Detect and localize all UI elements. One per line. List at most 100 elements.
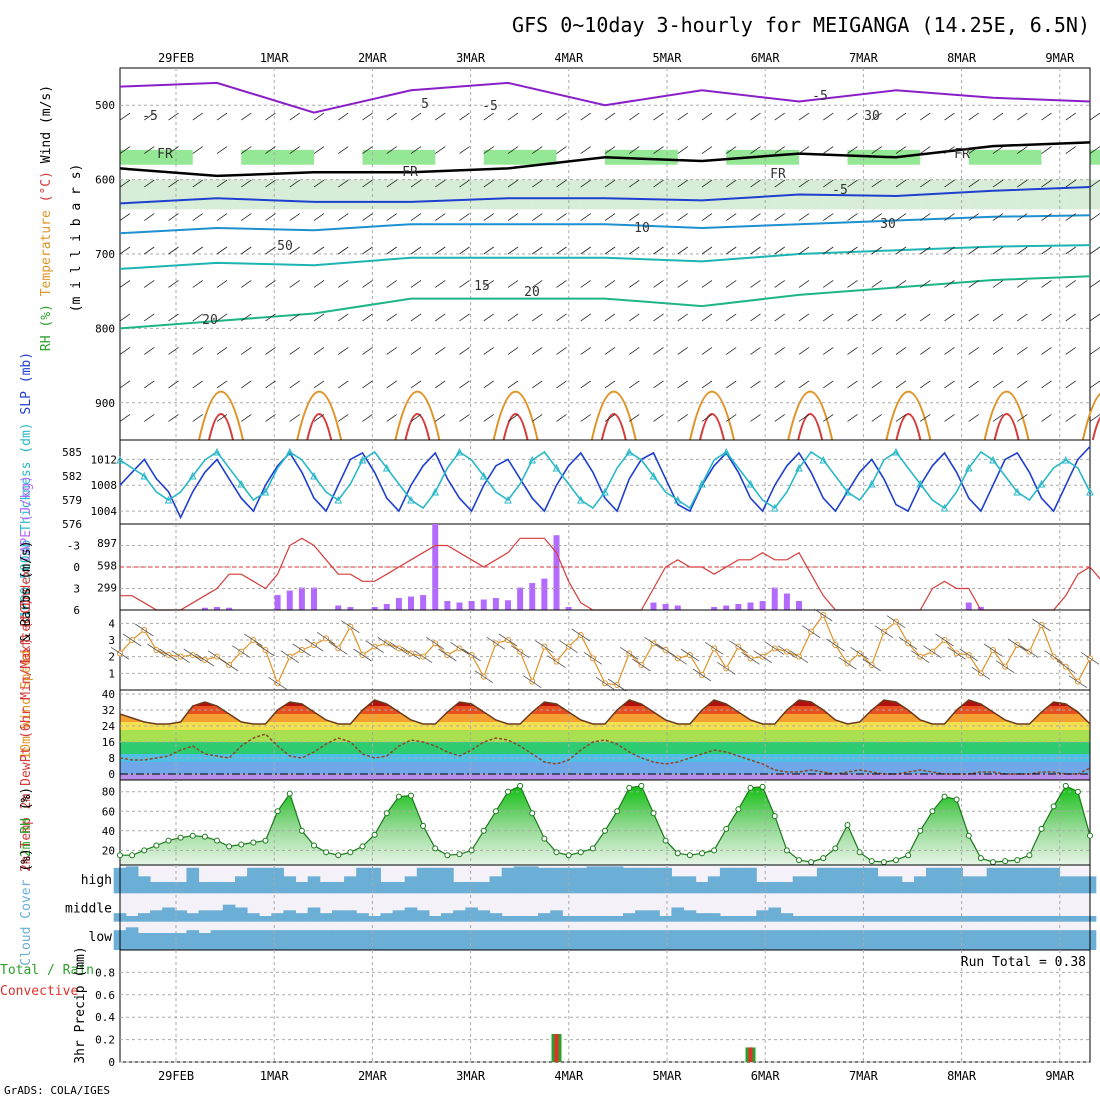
slp-ylabel-part: Thickness (dm) xyxy=(19,415,34,532)
wind-barb xyxy=(1089,179,1100,188)
wind-barb xyxy=(144,179,155,188)
wind-barb-10m xyxy=(486,637,506,650)
temp-ytick: 40 xyxy=(102,688,115,701)
rh-shade-high xyxy=(1017,149,1042,165)
wind-ylabel-text: 10m Wind Speed & Barbs (m/s) xyxy=(19,540,34,759)
cloud-cell-high xyxy=(744,867,757,894)
cloud-cell-low xyxy=(198,933,212,950)
wind-barb xyxy=(580,213,591,221)
cape-bar xyxy=(395,598,402,610)
wind-barb xyxy=(556,380,567,389)
wind-barb xyxy=(386,112,397,121)
wind-barb xyxy=(871,280,882,288)
cloud-cell-middle xyxy=(841,916,854,922)
cloud-cell-low xyxy=(489,930,503,950)
thickness-ytick: 582 xyxy=(62,470,82,483)
wind-barb xyxy=(677,146,688,154)
rh-point xyxy=(335,852,342,859)
wind-barb xyxy=(1089,112,1100,121)
rh-ylabel: 2m RH (%) xyxy=(19,787,34,857)
rh-ytick: 20 xyxy=(102,844,115,857)
cloud-cell-middle xyxy=(707,913,721,922)
wind-barb xyxy=(604,179,616,188)
thickness-marker xyxy=(722,447,731,456)
rh-shade-high xyxy=(362,149,387,165)
rh-point xyxy=(820,855,827,862)
rh-point xyxy=(201,833,208,840)
temp-ytick: 8 xyxy=(108,752,115,765)
wind-barb xyxy=(1065,313,1076,322)
wind-barb xyxy=(410,112,422,121)
contour-label: -5 xyxy=(832,183,848,198)
date-label-top: 1MAR xyxy=(260,51,290,65)
wind-barb-10m xyxy=(789,650,809,663)
cloud-cell-middle xyxy=(259,916,272,922)
cloud-cell-middle xyxy=(913,916,927,922)
rh-point xyxy=(856,849,863,856)
wind-barb xyxy=(507,246,519,255)
upper-air-units-ylabel-text: (m i l l i b a r s) xyxy=(69,164,84,313)
cloud-cell-low xyxy=(1035,930,1048,950)
wind-barb xyxy=(701,313,713,322)
rh-point xyxy=(638,782,645,789)
wind-barb xyxy=(119,347,131,355)
cloud-level-label: low xyxy=(89,930,113,945)
wind-ylabel-part: Speed xyxy=(19,642,34,689)
wind-barb xyxy=(410,347,422,355)
wind-barb xyxy=(459,414,470,422)
wind-barb-10m xyxy=(316,632,336,645)
cape-bar xyxy=(480,599,487,610)
cloud-cell-middle xyxy=(489,913,503,922)
cloud-cell-middle xyxy=(465,907,478,922)
wind-barb xyxy=(313,213,325,221)
wind-barb-10m xyxy=(353,648,372,662)
wind-barb xyxy=(774,179,785,188)
wind-barb xyxy=(726,112,737,121)
thickness-marker xyxy=(746,479,755,488)
temp-band xyxy=(120,700,1090,706)
cloud-cell-middle xyxy=(974,916,988,922)
wind-barb xyxy=(774,213,785,221)
cloud-cell-middle xyxy=(1023,916,1036,922)
wind-barb xyxy=(726,313,737,322)
thickness-marker xyxy=(892,447,900,456)
wind-barb xyxy=(1017,246,1028,255)
cloud-cell-high xyxy=(162,882,175,894)
thickness-marker xyxy=(673,495,682,504)
thickness-marker xyxy=(867,479,876,488)
cloud-cell-middle xyxy=(477,910,491,922)
wind-barb xyxy=(241,380,252,389)
wind-barb xyxy=(798,112,810,121)
dewpt-line xyxy=(119,733,1091,775)
wind-barb xyxy=(920,414,931,422)
wind-barb xyxy=(968,414,979,422)
rh-point xyxy=(456,851,463,858)
rh-point xyxy=(129,852,136,859)
date-label-top: 8MAR xyxy=(947,51,977,65)
cloud-cell-low xyxy=(901,930,915,950)
cloud-cell-high xyxy=(307,876,321,894)
wind-barb xyxy=(798,213,810,221)
cloud-cell-low xyxy=(441,930,454,950)
wind-barb xyxy=(192,347,203,355)
precip-conv-bar xyxy=(554,1034,559,1062)
rh-shade-high xyxy=(1090,149,1100,165)
wind-barb-10m xyxy=(607,678,627,692)
wind-barb xyxy=(532,246,543,255)
thickness-marker xyxy=(1086,487,1094,496)
rh-point xyxy=(371,831,378,838)
wind-barb xyxy=(604,414,616,422)
cape-bar xyxy=(735,604,742,610)
cloud-cell-middle xyxy=(538,913,551,922)
date-label-top: 4MAR xyxy=(554,51,584,65)
wind-barb xyxy=(362,380,373,389)
rh-shade-high xyxy=(847,149,872,165)
wind-barb xyxy=(362,313,373,322)
wind-barb xyxy=(483,380,494,389)
wind-barb xyxy=(168,112,179,121)
cloud-cell-high xyxy=(174,882,187,894)
temp-band xyxy=(120,722,1090,730)
cape-ylabel: Lifted Index CAPE (J/kg) xyxy=(19,475,34,663)
rh-point xyxy=(674,850,681,857)
wind-barb-10m xyxy=(426,637,445,650)
